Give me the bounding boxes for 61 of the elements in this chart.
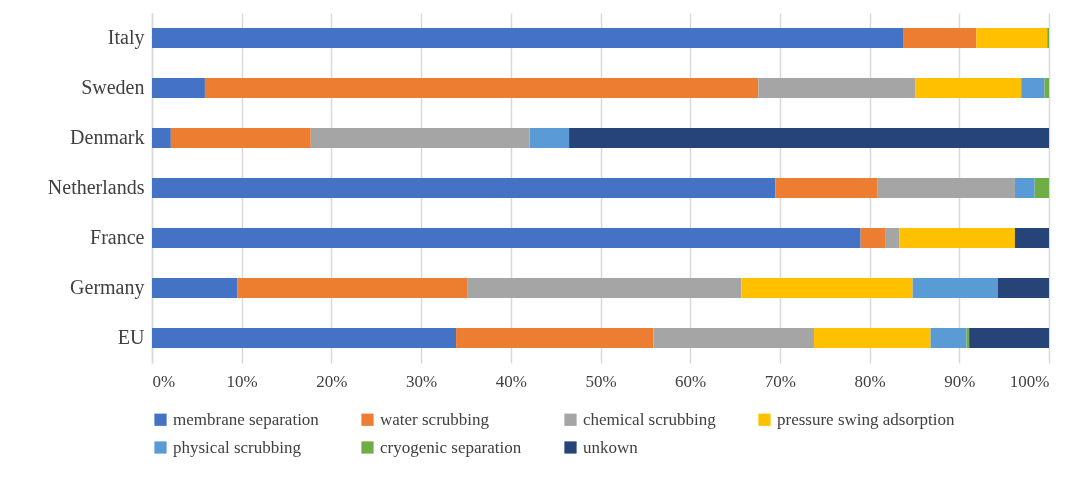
bar — [915, 78, 1022, 98]
bar — [758, 78, 916, 98]
bar — [1021, 78, 1045, 98]
bar — [467, 278, 742, 298]
y-tick-label: Netherlands — [47, 176, 145, 198]
bar — [152, 78, 205, 98]
bar — [903, 28, 977, 48]
x-tick-label: 70% — [764, 371, 796, 391]
bar — [930, 328, 967, 348]
bar — [885, 228, 900, 248]
bar — [152, 178, 776, 198]
bar — [1034, 178, 1049, 198]
x-tick-label: 20% — [316, 371, 348, 391]
bar — [152, 28, 904, 48]
bar — [976, 28, 1048, 48]
y-tick-label: Germany — [70, 276, 145, 299]
bar — [860, 228, 886, 248]
legend-label: cryogenic separation — [380, 437, 522, 457]
legend-label: chemical scrubbing — [583, 409, 717, 429]
bar — [237, 278, 468, 298]
legend-label: membrane separation — [173, 409, 320, 429]
bar — [456, 328, 654, 348]
y-tick-label: Denmark — [70, 126, 145, 148]
x-tick-label: 90% — [944, 371, 976, 391]
x-tick-label: 60% — [675, 371, 707, 391]
bar — [653, 328, 814, 348]
bar — [529, 128, 570, 148]
bar — [204, 78, 759, 98]
bar — [912, 278, 998, 298]
x-tick-label: 30% — [406, 371, 438, 391]
bar — [741, 278, 913, 298]
bar — [997, 278, 1049, 298]
legend-label: water scrubbing — [380, 409, 490, 429]
y-tick-label: EU — [117, 326, 146, 348]
bar — [1014, 228, 1049, 248]
bar — [152, 128, 171, 148]
bar — [152, 278, 238, 298]
y-tick-label: Sweden — [81, 76, 145, 98]
y-tick-label: France — [90, 226, 145, 248]
x-tick-label: 40% — [495, 371, 527, 391]
x-tick-label: 100% — [1009, 371, 1050, 391]
y-tick-label: Italy — [107, 26, 145, 49]
x-tick-label: 50% — [585, 371, 617, 391]
bar — [969, 328, 1049, 348]
x-tick-label: 0% — [152, 371, 176, 391]
bar — [170, 128, 311, 148]
bar — [1014, 178, 1035, 198]
bar — [899, 228, 1015, 248]
bar — [152, 228, 861, 248]
bar — [569, 128, 1049, 148]
bar — [877, 178, 1015, 198]
x-tick-label: 10% — [226, 371, 258, 391]
bar — [775, 178, 878, 198]
x-tick-label: 80% — [854, 371, 886, 391]
bar — [966, 328, 970, 348]
bar — [310, 128, 530, 148]
legend-label: physical scrubbing — [173, 437, 302, 457]
legend-label: pressure swing adsorption — [777, 409, 956, 429]
legend-label: unkown — [583, 437, 639, 457]
bar — [813, 328, 931, 348]
bar — [152, 328, 457, 348]
